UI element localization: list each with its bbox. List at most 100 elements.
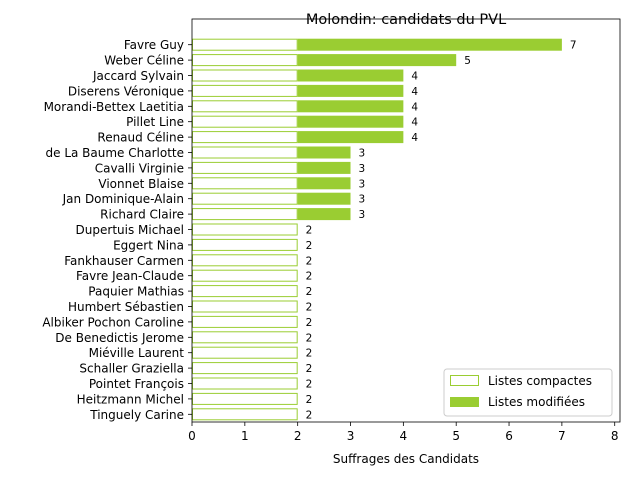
bar-compactes (192, 285, 298, 298)
bar-compactes (192, 362, 298, 375)
bar-compactes (192, 38, 298, 51)
x-tick-label: 6 (505, 429, 513, 443)
bar-modifiees (297, 131, 404, 144)
data-label: 2 (306, 317, 313, 329)
bar-modifiees (297, 192, 351, 205)
bar-compactes (192, 377, 298, 390)
y-tick-label: Jan Dominique-Alain (62, 192, 184, 206)
y-tick-label: Weber Céline (104, 54, 184, 68)
y-tick-label: Diserens Véronique (68, 84, 184, 98)
data-label: 7 (570, 40, 577, 52)
bar-compactes (192, 177, 298, 190)
x-axis-label: Suffrages des Candidats (333, 452, 479, 466)
data-label: 3 (359, 178, 366, 190)
bars-layer (192, 38, 562, 421)
bar-compactes (192, 115, 298, 128)
plot-frame (191, 18, 621, 423)
y-tick-label: Jaccard Sylvain (92, 69, 184, 83)
legend-swatch-compactes (450, 375, 479, 386)
bar-compactes (192, 346, 298, 359)
bar-compactes (192, 161, 298, 174)
data-label: 4 (411, 86, 418, 98)
bar-compactes (192, 69, 298, 82)
chart-title: Molondin: candidats du PVL (306, 12, 506, 28)
data-label: 2 (306, 394, 313, 406)
data-label: 4 (411, 71, 418, 83)
data-label: 2 (306, 271, 313, 283)
data-label: 4 (411, 117, 418, 129)
y-tick-label: Favre Jean-Claude (76, 269, 184, 283)
y-tick-label: Eggert Nina (113, 238, 184, 252)
legend-swatch-modifiees (450, 397, 479, 407)
data-label: 3 (359, 209, 366, 221)
bar-compactes (192, 223, 298, 236)
bar-modifiees (297, 146, 351, 159)
y-tick-label: Heitzmann Michel (77, 392, 184, 406)
bar-modifiees (297, 161, 351, 174)
bar-compactes (192, 146, 298, 159)
legend: Listes compactes Listes modifiées (443, 368, 613, 417)
data-label: 2 (306, 332, 313, 344)
x-tick-label: 0 (188, 429, 196, 443)
y-tick-label: Miéville Laurent (89, 346, 185, 360)
data-label: 2 (306, 409, 313, 421)
data-label: 2 (306, 302, 313, 314)
y-tick-label: Pointet François (89, 377, 184, 391)
bar-compactes (192, 315, 298, 328)
y-tick-label: Paquier Mathias (88, 285, 184, 299)
data-label: 2 (306, 225, 313, 237)
data-label: 5 (464, 55, 471, 67)
y-tick-label: Favre Guy (124, 38, 184, 52)
axes-layer (188, 18, 621, 426)
bar-modifiees (297, 100, 404, 113)
bar-compactes (192, 269, 298, 282)
data-label: 2 (306, 255, 313, 267)
legend-box (443, 368, 613, 417)
data-label: 2 (306, 379, 313, 391)
x-tick-label: 7 (558, 429, 566, 443)
x-tick-label: 2 (294, 429, 302, 443)
y-tick-label: Pillet Line (126, 115, 184, 129)
bar-compactes (192, 208, 298, 221)
data-label: 3 (359, 163, 366, 175)
x-tick-label: 8 (611, 429, 619, 443)
y-tick-label: de La Baume Charlotte (46, 146, 185, 160)
data-label: 3 (359, 194, 366, 206)
labels-layer: Favre Guy 7 Weber Céline 5 Jaccard Sylvain 4 D… (42, 38, 618, 443)
data-label: 2 (306, 240, 313, 252)
y-tick-label: Dupertuis Michael (76, 223, 184, 237)
data-label: 4 (411, 132, 418, 144)
data-label: 2 (306, 348, 313, 360)
y-tick-label: Tinguely Carine (89, 408, 184, 422)
bar-compactes (192, 100, 298, 113)
y-tick-label: Fankhauser Carmen (64, 254, 184, 268)
bar-compactes (192, 300, 298, 313)
bar-compactes (192, 254, 298, 267)
legend-label-modifiees: Listes modifiées (488, 395, 585, 409)
bar-compactes (192, 54, 298, 67)
bar-modifiees (297, 38, 562, 51)
data-label: 2 (306, 363, 313, 375)
y-tick-label: Richard Claire (100, 208, 184, 222)
bar-modifiees (297, 115, 404, 128)
x-tick-label: 5 (452, 429, 460, 443)
y-tick-label: Albiker Pochon Caroline (42, 315, 184, 329)
bar-modifiees (297, 54, 457, 67)
x-tick-label: 1 (241, 429, 249, 443)
data-label: 3 (359, 148, 366, 160)
bar-modifiees (297, 69, 404, 82)
bar-compactes (192, 238, 298, 251)
y-tick-label: Morandi-Bettex Laetitia (44, 100, 184, 114)
bar-compactes (192, 192, 298, 205)
x-tick-label: 3 (347, 429, 355, 443)
bar-modifiees (297, 84, 404, 97)
legend-label-compactes: Listes compactes (488, 374, 592, 388)
y-tick-label: Cavalli Virginie (95, 161, 184, 175)
bar-compactes (192, 84, 298, 97)
bar-compactes (192, 331, 298, 344)
bar-modifiees (297, 208, 351, 221)
bar-compactes (192, 131, 298, 144)
data-label: 4 (411, 101, 418, 113)
